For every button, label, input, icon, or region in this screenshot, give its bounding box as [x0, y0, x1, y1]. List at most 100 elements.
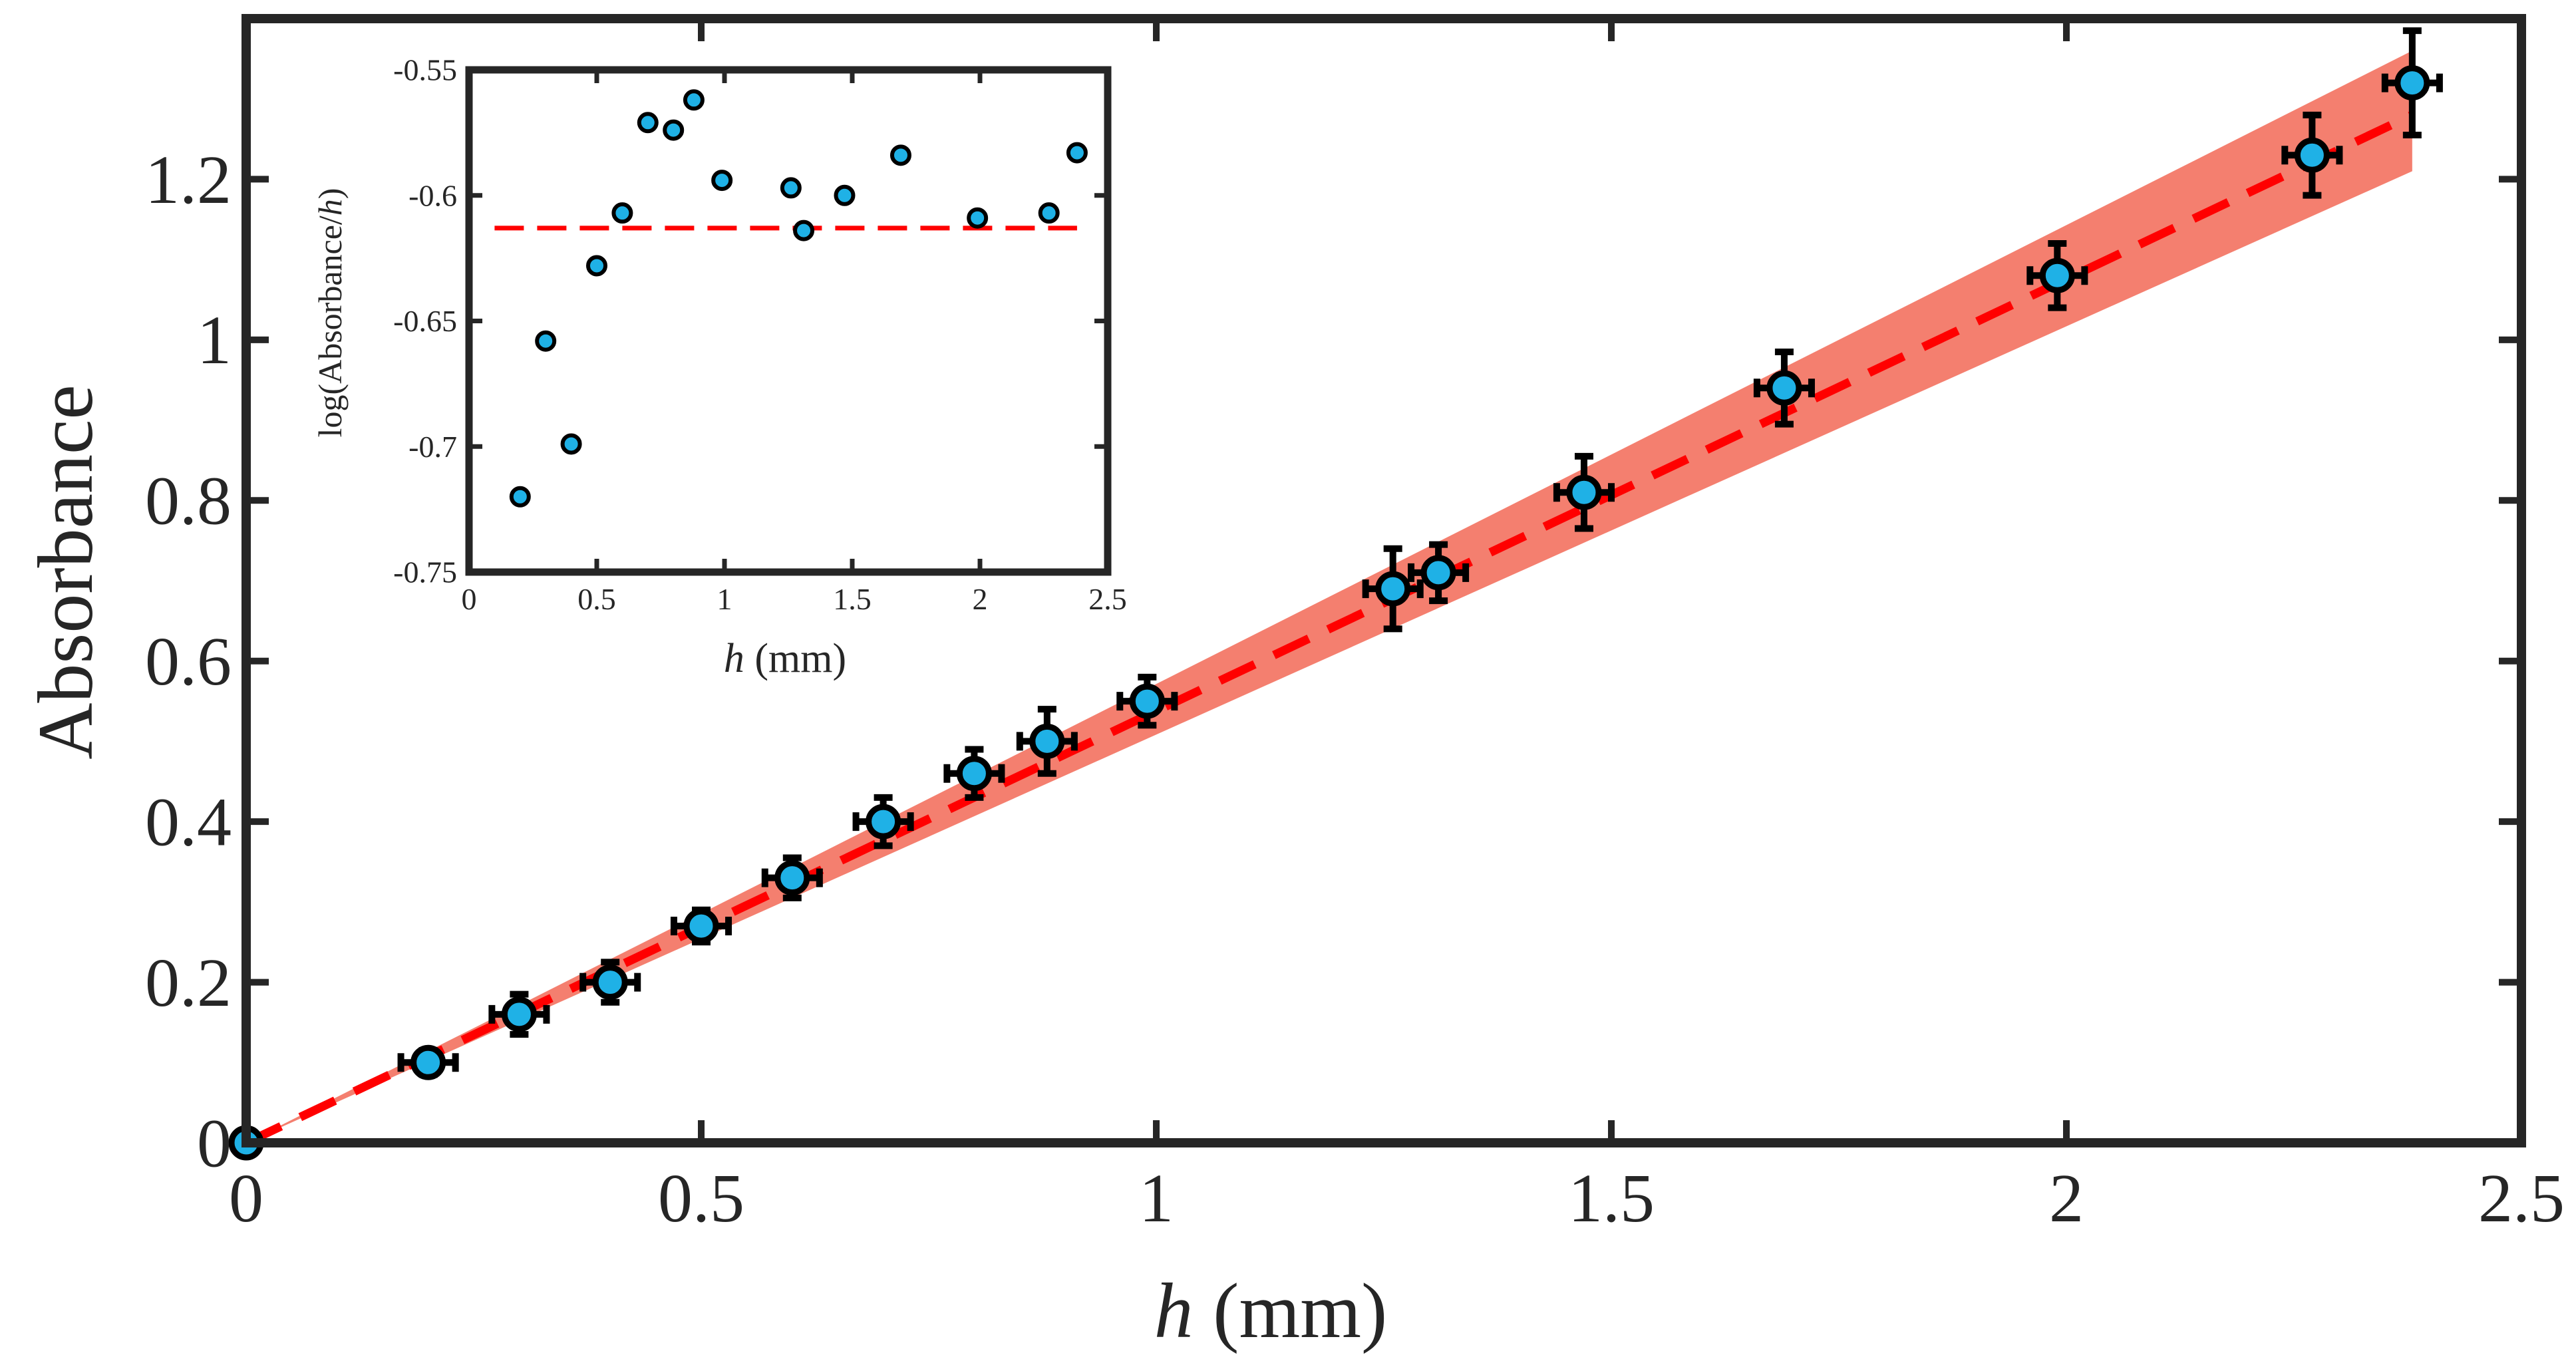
marker: [711, 170, 733, 192]
marker: [2039, 257, 2075, 293]
marker: [1566, 474, 1602, 510]
main-data-point: [1553, 452, 1615, 532]
inset-y-tick-label: -0.7: [408, 430, 457, 464]
marker: [535, 330, 557, 352]
marker: [2394, 65, 2430, 101]
marker: [1420, 555, 1456, 591]
marker: [592, 965, 628, 1000]
main-x-tick-label: 2: [2049, 1160, 2084, 1237]
marker: [1375, 571, 1411, 607]
main-data-point: [1753, 348, 1815, 428]
marker: [834, 184, 856, 206]
inset-data-point: [509, 486, 531, 508]
main-data-point: [579, 959, 641, 1006]
inset-data-point: [780, 177, 802, 199]
y-axis-label: Absorbance: [22, 384, 109, 760]
inset-data-point: [663, 119, 685, 141]
main-data-point: [1408, 541, 1470, 605]
inset-x-axis-label-unit: (mm): [744, 636, 846, 681]
main-data-point: [852, 794, 914, 849]
x-axis-label-variable: h: [1154, 1267, 1194, 1354]
marker: [956, 756, 992, 792]
inset-y-tick-label: -0.65: [393, 304, 457, 338]
inset-y-axis-label-suffix: ): [311, 188, 349, 200]
main-y-tick-label: 1: [197, 302, 232, 379]
main-x-tick-label: 1.5: [1568, 1160, 1655, 1237]
main-data-point: [2281, 111, 2343, 199]
main-data-point: [2381, 27, 2443, 139]
main-data-point: [1362, 545, 1424, 633]
marker: [774, 860, 810, 896]
inset-data-point: [1066, 142, 1088, 164]
inset-data-point: [1038, 202, 1060, 224]
marker: [410, 1044, 446, 1080]
main-data-point: [761, 854, 823, 901]
inset-chart: 0 0.5 1 1.5 2 2.5 -0.75 -0.7 -0.65 -0.6 -0.55 log(…: [311, 53, 1127, 681]
inset-y-axis-label: log(Absorbance/h): [311, 188, 349, 438]
marker: [501, 996, 537, 1032]
inset-data-point: [889, 144, 911, 166]
marker: [1066, 142, 1088, 164]
main-data-point: [943, 746, 1005, 801]
marker: [889, 144, 911, 166]
inset-data-point: [683, 89, 705, 111]
x-axis-label-unit: (mm): [1194, 1267, 1388, 1354]
inset-data-point: [793, 220, 815, 241]
main-data-point: [1116, 673, 1178, 729]
inset-x-tick-label: 2.5: [1088, 582, 1127, 616]
main-data-point: [1016, 706, 1078, 777]
inset-data-point: [967, 207, 989, 229]
main-x-tick-label: 0.5: [658, 1160, 744, 1237]
marker: [683, 908, 719, 944]
main-y-tick-label: 1.2: [145, 142, 232, 218]
marker: [509, 486, 531, 508]
main-x-tick-label: 1: [1139, 1160, 1174, 1237]
marker: [866, 804, 901, 839]
inset-x-tick-label: 1: [717, 582, 732, 616]
inset-x-tick-label: 0: [462, 582, 477, 616]
x-axis-label: h (mm): [1154, 1267, 1388, 1354]
main-data-point: [397, 1044, 459, 1080]
marker: [586, 255, 607, 277]
main-y-tick-label: 0.2: [145, 945, 232, 1021]
marker: [1038, 202, 1060, 224]
inset-background: [469, 70, 1108, 572]
main-y-tick-label: 0: [197, 1105, 232, 1181]
inset-x-axis-label-variable: h: [724, 636, 744, 681]
inset-data-point: [834, 184, 856, 206]
inset-data-point: [560, 433, 582, 455]
marker: [683, 89, 705, 111]
main-x-tick-label: 0: [229, 1160, 263, 1237]
marker: [1129, 683, 1165, 719]
inset-y-axis-label-prefix: log(Absorbance/: [311, 216, 349, 437]
inset-x-tick-label: 0.5: [577, 582, 616, 616]
marker: [967, 207, 989, 229]
inset-y-tick-label: -0.75: [393, 555, 457, 589]
main-data-point: [2026, 240, 2088, 311]
confidence-band: [246, 51, 2412, 1143]
marker: [2294, 137, 2330, 173]
marker: [793, 220, 815, 241]
marker: [663, 119, 685, 141]
inset-y-tick-label: -0.6: [408, 178, 457, 212]
inset-data-point: [711, 170, 733, 192]
marker: [1029, 723, 1065, 759]
inset-x-tick-label: 1.5: [833, 582, 872, 616]
main-y-tick-label: 0.8: [145, 463, 232, 539]
inset-y-tick-label: -0.55: [393, 53, 457, 87]
main-y-tick-label: 0.4: [145, 784, 232, 861]
marker: [560, 433, 582, 455]
marker: [637, 112, 659, 134]
inset-y-axis-label-variable: h: [311, 199, 349, 216]
main-x-tick-label: 2.5: [2478, 1160, 2565, 1237]
marker: [780, 177, 802, 199]
main-chart: 0 0.5 1 1.5 2 2.5 0 0.2 0.4 0.6 0.8 1 1.2 Absorbance…: [22, 14, 2565, 1354]
inset-x-tick-label: 2: [973, 582, 988, 616]
inset-data-point: [586, 255, 607, 277]
main-data-point: [488, 990, 550, 1038]
inset-data-point: [611, 202, 633, 224]
marker: [611, 202, 633, 224]
main-y-tick-label: 0.6: [145, 623, 232, 700]
marker: [1766, 370, 1802, 406]
